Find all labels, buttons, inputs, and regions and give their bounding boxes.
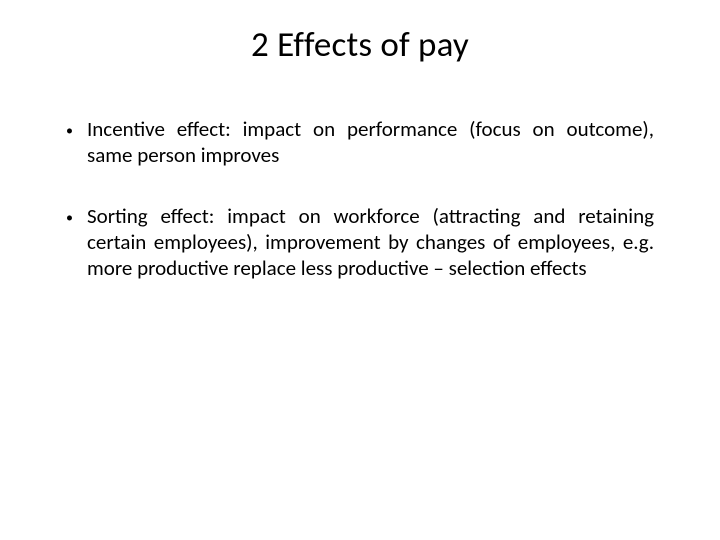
- bullet-text: Sorting effect: impact on workforce (att…: [87, 203, 654, 282]
- slide-content: • Incentive effect: impact on performanc…: [58, 116, 662, 281]
- bullet-item: • Sorting effect: impact on workforce (a…: [66, 203, 654, 282]
- bullet-marker-icon: •: [66, 122, 73, 139]
- slide-container: 2 Effects of pay • Incentive effect: imp…: [0, 0, 720, 540]
- bullet-marker-icon: •: [66, 209, 73, 226]
- bullet-item: • Incentive effect: impact on performanc…: [66, 116, 654, 169]
- slide-title: 2 Effects of pay: [58, 24, 662, 66]
- bullet-text: Incentive effect: impact on performance …: [87, 116, 654, 169]
